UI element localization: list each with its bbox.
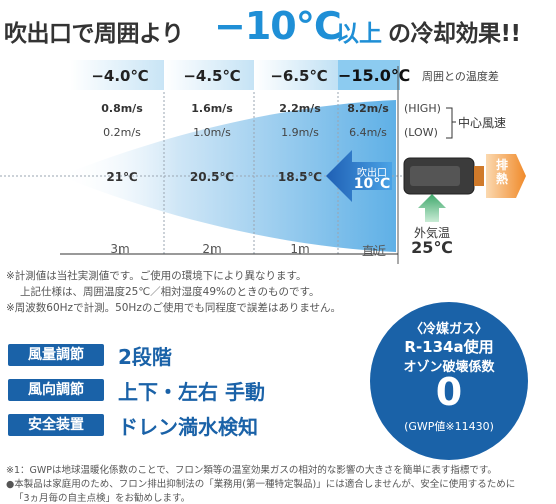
air-temp-2m: 20.5℃ <box>189 170 235 184</box>
intake-arrow <box>418 194 446 222</box>
wind-high-2m: 1.6m/s <box>191 102 233 115</box>
spec-label-safety: 安全装置 <box>8 414 104 436</box>
spec-value-airflow: 2段階 <box>118 345 172 369</box>
gas-ozone-value: 0 <box>435 370 463 414</box>
gas-sub: オゾン破壊係数 <box>403 360 495 375</box>
gas-title: 〈冷媒ガス〉 <box>409 322 488 337</box>
footnote-1: ※1：GWPは地球温暖化係数のことで、フロン類等の温室効果ガスの相対的な影響の大… <box>6 465 497 476</box>
temp-band-3 <box>254 60 340 90</box>
air-temp-3m: 21℃ <box>106 170 138 184</box>
spec-label-direction: 風向調節 <box>8 379 104 401</box>
mode-bracket <box>446 107 456 139</box>
wind-low-1m: 1.9m/s <box>281 126 319 139</box>
note-1: ※計測値は当社実測値です。ご使用の環境下により異なります。 <box>6 270 307 282</box>
headline-big-temp: −10℃ <box>214 4 342 48</box>
outside-air-label: 外気温 <box>413 226 450 240</box>
headline-prefix: 吹出口で周囲より <box>4 21 184 47</box>
wind-high-near: 8.2m/s <box>347 102 389 115</box>
spec-label-airflow: 風量調節 <box>8 344 104 366</box>
temp-band-1 <box>70 60 180 90</box>
air-temp-1m: 18.5℃ <box>277 170 323 184</box>
note-3: ※周波数60Hzで計測。50Hzのご使用でも同程度で誤差はありません。 <box>6 302 342 314</box>
temp-band-4 <box>338 60 400 90</box>
wind-low-3m: 0.2m/s <box>103 126 141 139</box>
headline: 吹出口で周囲より −10℃ 以上 の冷却効果!! <box>0 0 556 58</box>
temp-diff-3m: −4.0℃ <box>91 67 149 85</box>
refrigerant-badge: 〈冷媒ガス〉 R-134a使用 オゾン破壊係数 0 (GWP値※11430) <box>370 302 528 460</box>
center-wind-label: 中心風速 <box>458 116 507 130</box>
wind-low-near: 6.4m/s <box>349 126 387 139</box>
wind-low-2m: 1.0m/s <box>193 126 231 139</box>
headline-suffix: の冷却効果!! <box>388 21 521 47</box>
temp-diff-1m: −6.5℃ <box>270 67 328 85</box>
distance-2m: 2m <box>202 242 222 256</box>
spec-value-direction: 上下・左右 手動 <box>118 380 265 404</box>
temp-diff-near: −15.0℃ <box>338 66 411 85</box>
temp-band-2 <box>164 60 264 90</box>
footnote-3: 「3ヵ月毎の自主点検」をお勧めします。 <box>14 493 191 504</box>
headline-middle: 以上 <box>336 21 382 47</box>
airflow-diagram <box>0 60 526 264</box>
gas-name: R-134a使用 <box>404 338 494 356</box>
mode-low: (LOW) <box>404 126 438 139</box>
temp-diff-2m: −4.5℃ <box>183 67 241 85</box>
footnote-2: ●本製品は家庭用のため、フロン排出抑制法の「業務用(第一種特定製品)」には適合し… <box>6 479 516 490</box>
temp-diff-label: 周囲との温度差 <box>422 70 499 83</box>
outlet-temp: 10℃ <box>353 176 391 192</box>
wind-high-3m: 0.8m/s <box>101 102 143 115</box>
exhaust-arrow <box>486 154 526 198</box>
wind-high-1m: 2.2m/s <box>279 102 321 115</box>
note-2: 上記仕様は、周囲温度25℃／相対湿度49%のときのものです。 <box>20 286 320 298</box>
distance-3m: 3m <box>110 242 130 256</box>
distance-near: 直近 <box>361 244 386 258</box>
distance-1m: 1m <box>290 242 310 256</box>
gas-gwp: (GWP値※11430) <box>404 420 494 433</box>
outlet-label: 吹出口 <box>357 168 387 179</box>
spec-value-safety: ドレン満水検知 <box>118 415 258 439</box>
exhaust-label: 排熱 <box>495 158 508 186</box>
outside-air-temp: 25℃ <box>411 238 453 257</box>
cool-air-arrow <box>326 150 392 202</box>
mode-high: (HIGH) <box>404 102 441 115</box>
